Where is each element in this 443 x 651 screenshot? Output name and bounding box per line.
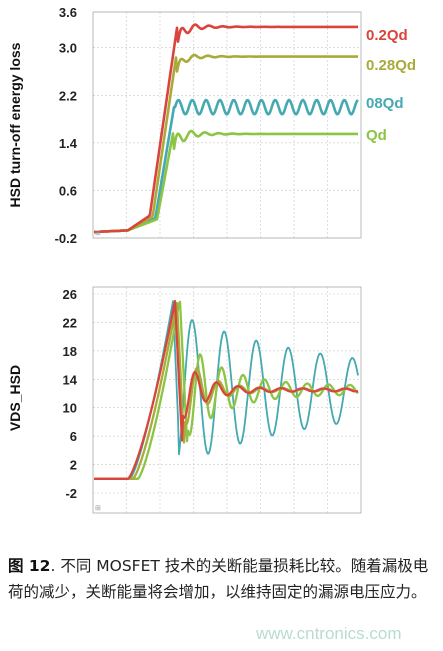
top-corner-mark: ⊞ (95, 230, 101, 237)
bottom-y-tick-label: 26 (63, 287, 77, 302)
caption-text: . 不同 MOSFET 技术的关断能量损耗比较。随着漏极电荷的减少，关断能量将会… (8, 557, 429, 601)
bottom-series-line (94, 300, 359, 480)
top-series-line (93, 23, 359, 234)
top-y-tick-label: 0.6 (59, 183, 77, 198)
top-y-tick-label: 2.2 (59, 88, 77, 103)
watermark: www.cntronics.com (256, 624, 402, 643)
bottom-y-tick-label: 18 (63, 344, 77, 359)
energy-loss-chart: HSD turn-off energy loss -0.2 0.6 1.4 2.2 3.… (7, 5, 416, 246)
top-series-line (93, 129, 359, 234)
top-y-axis-label: HSD turn-off energy loss (7, 42, 23, 207)
top-y-ticks: -0.2 0.6 1.4 2.2 3.0 3.6 (55, 5, 78, 246)
bottom-corner-mark: ⊞ (95, 505, 101, 512)
legend-label-Qd: Qd (366, 127, 387, 144)
bottom-y-tick-label: 10 (63, 401, 77, 416)
bottom-y-tick-label: -2 (65, 486, 77, 501)
legend-label-08Qd: 08Qd (366, 95, 404, 112)
bottom-y-tick-label: 6 (70, 429, 77, 444)
legend-label-0.28Qd: 0.28Qd (366, 57, 416, 74)
top-y-tick-label: 3.6 (59, 5, 77, 20)
bottom-y-tick-label: 14 (63, 372, 78, 387)
figure-caption: 图 12. 不同 MOSFET 技术的关断能量损耗比较。随着漏极电荷的减少，关断… (8, 553, 438, 605)
top-series-line (93, 98, 359, 234)
top-y-tick-label: 3.0 (59, 41, 77, 56)
bottom-y-axis-label: VDS_HSD (7, 365, 23, 431)
bottom-y-tick-label: 22 (63, 315, 77, 330)
top-chart-grid (93, 11, 361, 239)
top-y-tick-label: 1.4 (59, 136, 78, 151)
bottom-y-tick-label: 2 (70, 458, 77, 473)
top-series-line (93, 53, 359, 234)
top-series-lines (93, 23, 359, 234)
top-y-tick-label: -0.2 (55, 231, 77, 246)
bottom-chart-grid (93, 287, 361, 513)
bottom-series-lines (93, 299, 359, 480)
top-legend: 0.2Qd 0.28Qd 08Qd Qd (366, 27, 416, 144)
figure-label: 图 12 (8, 557, 51, 575)
bottom-series-line (93, 299, 359, 480)
top-chart-frame (92, 11, 362, 239)
bottom-chart-frame (92, 286, 362, 514)
legend-label-0.2Qd: 0.2Qd (366, 27, 408, 44)
